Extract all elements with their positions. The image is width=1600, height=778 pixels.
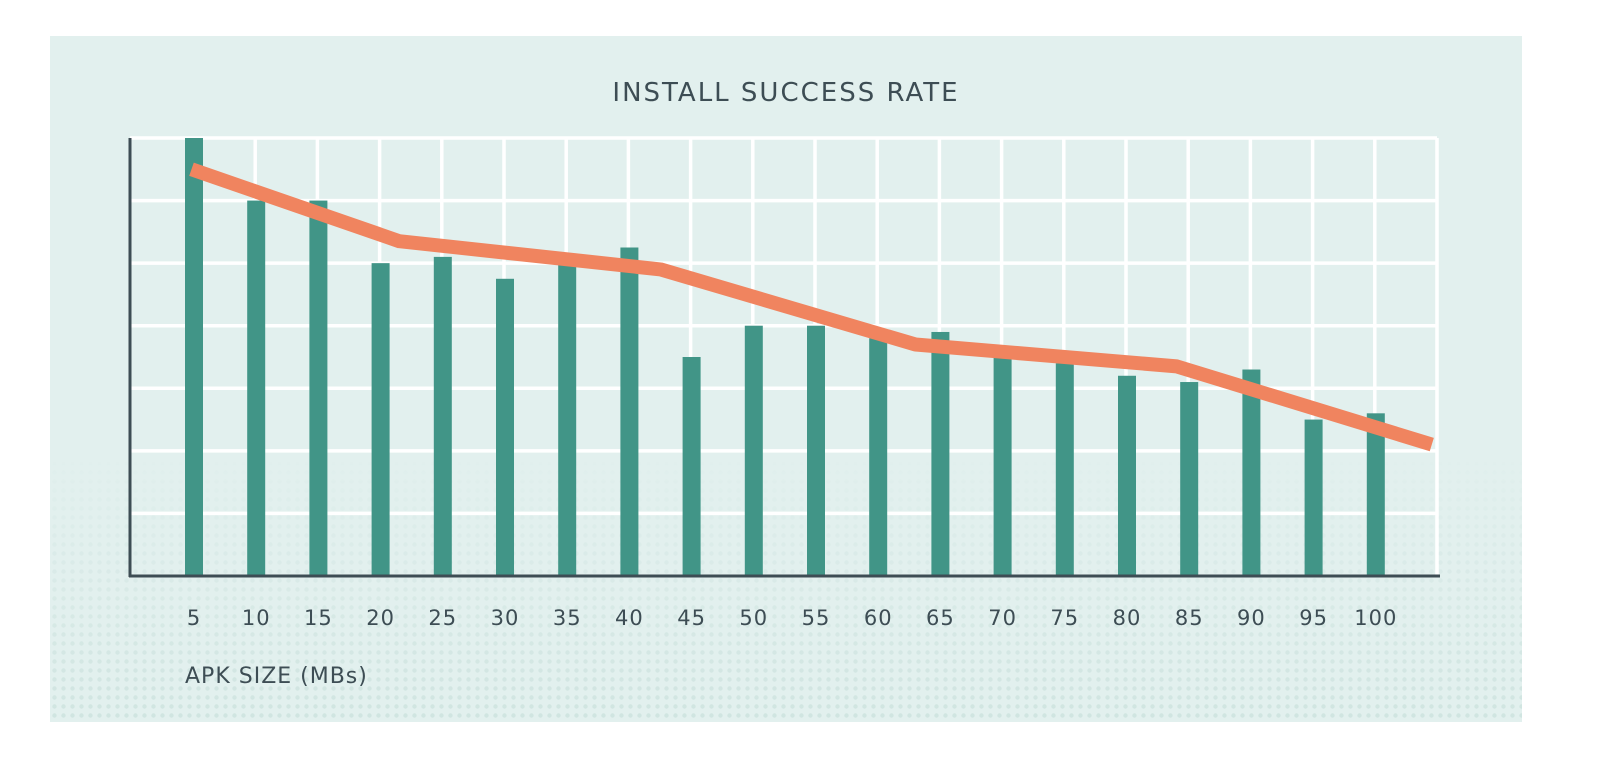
bar [247, 200, 266, 577]
trend-line [189, 162, 1434, 452]
x-tick-label: 65 [926, 606, 955, 630]
x-tick-label: 50 [739, 606, 768, 630]
bar [620, 247, 639, 576]
bar [185, 138, 203, 576]
x-tick-label: 100 [1354, 606, 1397, 630]
bar [1180, 382, 1199, 576]
x-tick-label: 10 [242, 606, 271, 630]
bar [744, 325, 763, 576]
dot-texture [50, 456, 1522, 722]
trend-line-layer [189, 162, 1434, 452]
bar [993, 350, 1012, 576]
x-tick-label: 80 [1113, 606, 1142, 630]
bar [371, 263, 390, 576]
chart-card: 5 10 15 20 25 30 35 40 45 50 55 60 65 70 75 80 85 90 95 100… [50, 36, 1522, 722]
bar [433, 256, 452, 576]
bar [682, 357, 701, 576]
x-tick-labels: 5 10 15 20 25 30 35 40 45 50 55 60 65 70 75 80 85 90 95 100 [187, 606, 1397, 630]
bar [869, 338, 888, 576]
bar [1366, 413, 1385, 576]
x-tick-label: 5 [187, 606, 201, 630]
chart: 5 10 15 20 25 30 35 40 45 50 55 60 65 70 75 80 85 90 95 100 [50, 136, 1522, 722]
x-tick-label: 35 [553, 606, 582, 630]
bar [496, 278, 514, 576]
x-tick-label: 85 [1175, 606, 1204, 630]
bar [309, 200, 328, 577]
x-tick-label: 30 [491, 606, 520, 630]
x-axis-label: APK SIZE (MBs) [185, 664, 368, 689]
bar [807, 325, 825, 576]
bars [185, 138, 1385, 577]
x-tick-label: 60 [864, 606, 893, 630]
bar [1055, 363, 1074, 576]
x-tick-label: 20 [366, 606, 395, 630]
bar [931, 331, 950, 576]
x-tick-label: 55 [802, 606, 831, 630]
bar [558, 263, 577, 576]
x-tick-label: 90 [1237, 606, 1266, 630]
bar [1304, 419, 1323, 576]
x-tick-label: 75 [1050, 606, 1079, 630]
x-tick-label: 70 [988, 606, 1017, 630]
bar [1242, 369, 1261, 576]
x-tick-label: 15 [304, 606, 333, 630]
x-tick-label: 40 [615, 606, 644, 630]
axes [128, 138, 1440, 578]
x-tick-label: 25 [428, 606, 457, 630]
x-tick-label: 45 [677, 606, 706, 630]
x-tick-label: 95 [1299, 606, 1328, 630]
bar [1118, 375, 1136, 576]
chart-title: INSTALL SUCCESS RATE [612, 78, 960, 108]
